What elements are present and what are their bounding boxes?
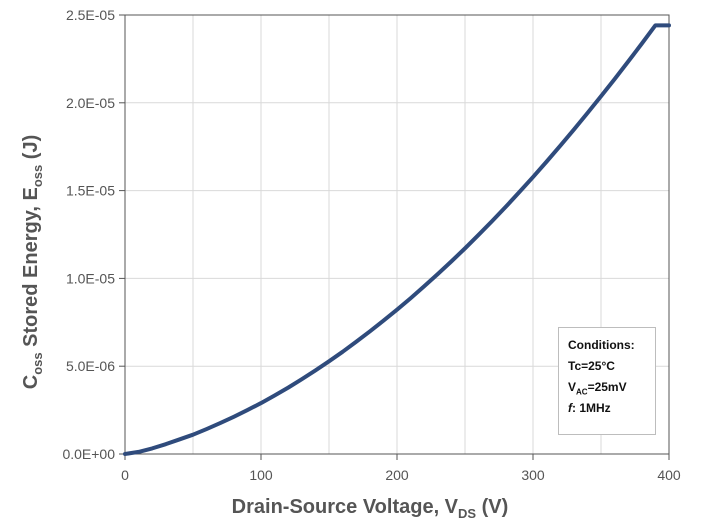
x-tick-label: 0	[121, 467, 129, 483]
conditions-temperature: Tc=25°C	[568, 359, 615, 373]
y-axis-label-pre: C	[20, 375, 42, 389]
y-tick-label: 5.0E-06	[66, 358, 115, 374]
eoss-curve	[123, 23, 671, 456]
conditions-f-value: : 1MHz	[572, 401, 611, 415]
y-tick-label: 1.5E-05	[66, 183, 115, 199]
y-axis-label-unit: (J)	[20, 135, 42, 165]
y-axis-label: Coss Stored Energy, Eoss (J)	[20, 135, 45, 390]
conditions-frequency: f: 1MHz	[568, 398, 648, 419]
x-tick-label: 300	[521, 467, 545, 483]
y-tick-label: 0.0E+00	[62, 446, 115, 462]
y-axis-label-mid: Stored Energy, E	[20, 187, 42, 352]
series-layer	[123, 23, 671, 456]
conditions-ac-voltage: VAC=25mV	[568, 377, 648, 398]
grid-layer	[124, 14, 670, 455]
conditions-vac-post: =25mV	[587, 380, 627, 394]
conditions-vac-pre: V	[568, 380, 577, 394]
x-tick-label: 200	[385, 467, 409, 483]
y-tick-label: 2.0E-05	[66, 95, 115, 111]
y-axis-label-sub1: oss	[30, 352, 45, 374]
conditions-vac-sub: AC	[576, 387, 588, 397]
x-axis-label: Drain-Source Voltage, VDS (V)	[232, 496, 509, 520]
y-tick-label: 2.5E-05	[66, 7, 115, 23]
x-tick-label: 100	[249, 467, 273, 483]
conditions-f-label: f	[568, 401, 572, 415]
y-axis-label-sub2: oss	[30, 165, 45, 187]
x-axis-label-unit: (V)	[476, 496, 508, 518]
y-tick-label: 1.0E-05	[66, 270, 115, 286]
conditions-box: Conditions: Tc=25°C VAC=25mV f: 1MHz	[558, 327, 656, 435]
tick-label-layer: 0 100 200 300 400 0.0E+00 5.0E-06 1.0E-05 1.5E-0…	[62, 7, 680, 483]
x-axis-label-sub: DS	[458, 506, 476, 520]
x-axis-label-main: Drain-Source Voltage, V	[232, 496, 459, 518]
x-tick-label: 400	[657, 467, 681, 483]
axes-layer	[119, 14, 670, 460]
conditions-title: Conditions:	[568, 338, 635, 352]
